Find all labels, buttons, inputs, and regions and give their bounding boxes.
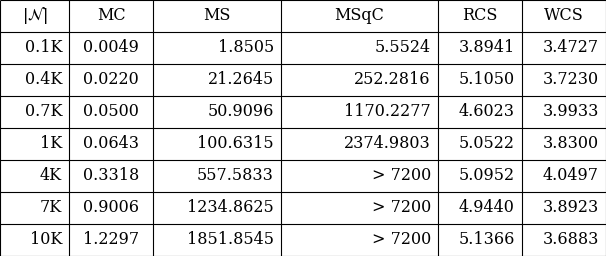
Text: 252.2816: 252.2816 <box>355 71 431 89</box>
Text: 2374.9803: 2374.9803 <box>344 135 431 153</box>
Text: 1.2297: 1.2297 <box>83 231 139 249</box>
Text: 3.8923: 3.8923 <box>542 199 599 217</box>
Text: > 7200: > 7200 <box>371 231 431 249</box>
Text: RCS: RCS <box>462 7 498 25</box>
Text: 3.8300: 3.8300 <box>542 135 599 153</box>
Text: 1234.8625: 1234.8625 <box>187 199 274 217</box>
Text: 4.0497: 4.0497 <box>543 167 599 185</box>
Text: 3.9933: 3.9933 <box>542 103 599 121</box>
Text: 5.1050: 5.1050 <box>459 71 514 89</box>
Text: 0.1K: 0.1K <box>25 39 62 57</box>
Text: 0.0500: 0.0500 <box>84 103 139 121</box>
Text: WCS: WCS <box>544 7 584 25</box>
Text: 3.8941: 3.8941 <box>459 39 514 57</box>
Text: 0.7K: 0.7K <box>25 103 62 121</box>
Text: 4.9440: 4.9440 <box>459 199 514 217</box>
Text: MS: MS <box>204 7 231 25</box>
Text: 0.0049: 0.0049 <box>84 39 139 57</box>
Text: 5.1366: 5.1366 <box>458 231 514 249</box>
Text: MC: MC <box>97 7 125 25</box>
Text: 0.4K: 0.4K <box>25 71 62 89</box>
Text: 50.9096: 50.9096 <box>207 103 274 121</box>
Text: 1851.8545: 1851.8545 <box>187 231 274 249</box>
Text: 0.0643: 0.0643 <box>84 135 139 153</box>
Text: 1170.2277: 1170.2277 <box>344 103 431 121</box>
Text: 4.6023: 4.6023 <box>459 103 514 121</box>
Text: 21.2645: 21.2645 <box>208 71 274 89</box>
Text: 5.0522: 5.0522 <box>459 135 514 153</box>
Text: > 7200: > 7200 <box>371 199 431 217</box>
Text: MSqC: MSqC <box>335 7 385 25</box>
Text: 3.6883: 3.6883 <box>542 231 599 249</box>
Text: 3.4727: 3.4727 <box>542 39 599 57</box>
Text: $|\mathcal{N}|$: $|\mathcal{N}|$ <box>22 5 48 27</box>
Text: 0.0220: 0.0220 <box>84 71 139 89</box>
Text: 10K: 10K <box>30 231 62 249</box>
Text: > 7200: > 7200 <box>371 167 431 185</box>
Text: 5.0952: 5.0952 <box>459 167 514 185</box>
Text: 1.8505: 1.8505 <box>218 39 274 57</box>
Text: 100.6315: 100.6315 <box>197 135 274 153</box>
Text: 7K: 7K <box>40 199 62 217</box>
Text: 5.5524: 5.5524 <box>375 39 431 57</box>
Text: 0.3318: 0.3318 <box>83 167 139 185</box>
Text: 0.9006: 0.9006 <box>84 199 139 217</box>
Text: 1K: 1K <box>40 135 62 153</box>
Text: 557.5833: 557.5833 <box>197 167 274 185</box>
Text: 3.7230: 3.7230 <box>542 71 599 89</box>
Text: 4K: 4K <box>40 167 62 185</box>
